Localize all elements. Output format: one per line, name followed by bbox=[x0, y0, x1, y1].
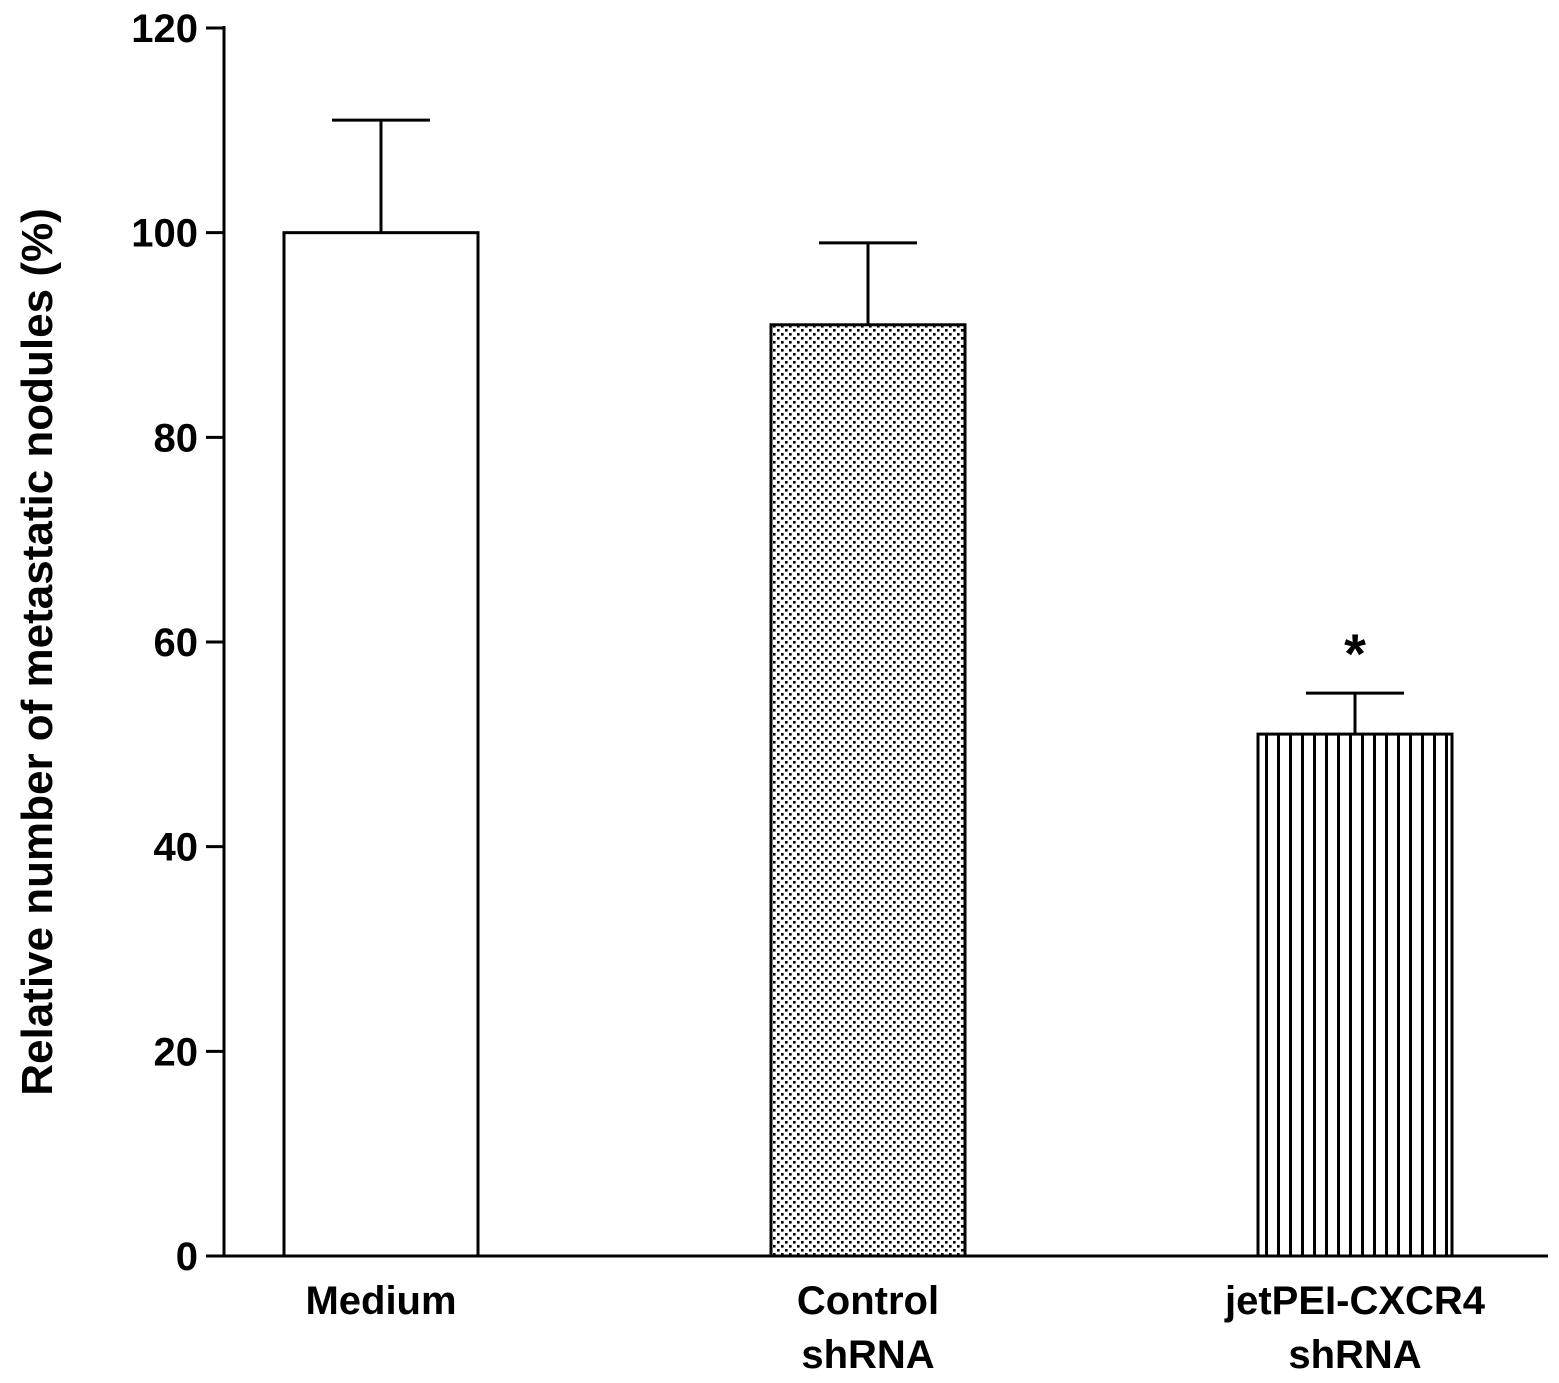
y-tick-label: 40 bbox=[154, 826, 199, 870]
x-tick-label: jetPEI-CXCR4 bbox=[1224, 1279, 1486, 1323]
significance-marker: * bbox=[1344, 622, 1366, 685]
x-tick-label: shRNA bbox=[1288, 1333, 1421, 1377]
x-tick-label: Medium bbox=[305, 1279, 456, 1323]
y-axis-label: Relative number of metastatic nodules (%… bbox=[13, 208, 62, 1096]
x-tick-label: Control bbox=[797, 1279, 939, 1323]
y-tick-label: 60 bbox=[154, 621, 199, 665]
y-tick-label: 100 bbox=[131, 212, 198, 256]
y-tick-label: 20 bbox=[154, 1030, 199, 1074]
bars bbox=[282, 118, 1454, 1258]
bar bbox=[769, 323, 967, 1258]
bar bbox=[1256, 732, 1454, 1258]
y-tick-label: 80 bbox=[154, 416, 199, 460]
y-tick-label: 120 bbox=[131, 7, 198, 51]
labels: 0 20 40 60 80 100 120 Relative number of metast… bbox=[13, 7, 1486, 1377]
bar bbox=[282, 231, 480, 1258]
x-tick-label: shRNA bbox=[801, 1333, 934, 1377]
y-tick-label: 0 bbox=[176, 1235, 198, 1279]
